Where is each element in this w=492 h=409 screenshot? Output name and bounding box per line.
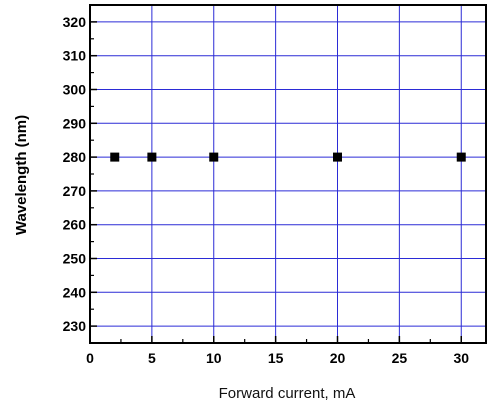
x-axis-label: Forward current, mA <box>219 385 356 402</box>
data-point <box>209 152 219 162</box>
y-tick-labels: 230 240 250 260 270 280 290 300 310 320 <box>63 14 87 334</box>
y-tick-label: 320 <box>63 14 87 30</box>
plot-frame <box>89 4 487 344</box>
x-tick-label: 10 <box>206 350 222 366</box>
x-tick-label: 15 <box>268 350 284 366</box>
axis-ticks <box>89 21 462 343</box>
y-tick-label: 270 <box>63 183 87 199</box>
y-tick-label: 260 <box>63 217 87 233</box>
y-axis-label: Wavelength (nm) <box>13 115 30 235</box>
y-tick-label: 310 <box>63 48 87 64</box>
data-points <box>110 152 466 162</box>
y-tick-label: 300 <box>63 82 87 98</box>
y-tick-label: 250 <box>63 251 87 267</box>
y-tick-label: 240 <box>63 284 87 300</box>
x-tick-labels: 0 5 10 15 20 25 30 <box>86 350 469 366</box>
data-point <box>456 152 466 162</box>
x-tick-label: 5 <box>148 350 156 366</box>
y-tick-label: 230 <box>63 318 87 334</box>
y-tick-label: 280 <box>63 149 87 165</box>
y-tick-label: 290 <box>63 115 87 131</box>
data-point <box>147 152 157 162</box>
data-point <box>333 152 342 162</box>
x-tick-label: 0 <box>86 350 94 366</box>
x-tick-label: 25 <box>392 350 408 366</box>
grid-lines <box>90 5 486 343</box>
data-point <box>110 152 120 162</box>
x-tick-label: 20 <box>330 350 346 366</box>
x-tick-label: 30 <box>453 350 469 366</box>
